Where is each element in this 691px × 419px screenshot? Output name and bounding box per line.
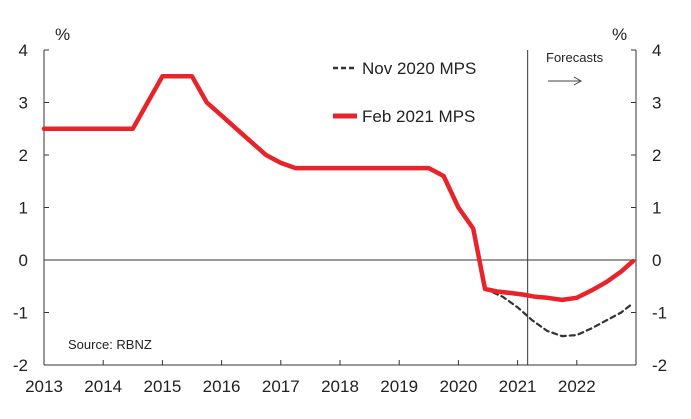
right-axis-unit: % bbox=[612, 25, 627, 44]
y-tick-label-left: 3 bbox=[19, 94, 28, 113]
x-tick-label: 2021 bbox=[499, 377, 537, 396]
series-layer bbox=[41, 74, 636, 338]
y-tick-label-left: 4 bbox=[19, 41, 28, 60]
y-tick-label-right: 3 bbox=[652, 94, 661, 113]
y-tick-label-right: -2 bbox=[652, 356, 667, 375]
x-tick-label: 2014 bbox=[84, 377, 122, 396]
y-tick-label-right: -1 bbox=[652, 304, 667, 323]
forecasts-label: Forecasts bbox=[546, 50, 604, 65]
y-tick-label-right: 1 bbox=[652, 199, 661, 218]
x-tick-label: 2016 bbox=[203, 377, 241, 396]
legend-label-nov-2020: Nov 2020 MPS bbox=[362, 59, 476, 78]
y-tick-label-left: -1 bbox=[13, 304, 28, 323]
y-tick-label-right: 4 bbox=[652, 41, 661, 60]
source-note: Source: RBNZ bbox=[68, 337, 152, 352]
forecast-arrow-icon bbox=[548, 76, 583, 86]
x-tick-label: 2018 bbox=[321, 377, 359, 396]
x-tick-label: 2020 bbox=[439, 377, 477, 396]
y-tick-label-left: 0 bbox=[19, 251, 28, 270]
x-tick-label: 2017 bbox=[262, 377, 300, 396]
y-tick-label-left: 2 bbox=[19, 146, 28, 165]
series-line-nov-2020-mps bbox=[483, 287, 635, 338]
y-tick-label-left: -2 bbox=[13, 356, 28, 375]
y-tick-label-left: 1 bbox=[19, 199, 28, 218]
legend: Nov 2020 MPS Feb 2021 MPS bbox=[333, 59, 476, 126]
x-tick-label: 2022 bbox=[558, 377, 596, 396]
legend-label-feb-2021: Feb 2021 MPS bbox=[362, 107, 475, 126]
y-tick-label-right: 0 bbox=[652, 251, 661, 270]
labels-layer: -2 -2 -1 -1 0 0 1 1 2 2 3 3 4 4 2013 2014 2015 2016 2017 20… bbox=[13, 41, 667, 396]
series-line-feb-2021-mps bbox=[41, 74, 636, 303]
axes-layer bbox=[43, 49, 637, 366]
left-axis-unit: % bbox=[55, 25, 70, 44]
x-tick-label: 2013 bbox=[25, 377, 63, 396]
x-tick-label: 2015 bbox=[143, 377, 181, 396]
x-tick-label: 2019 bbox=[380, 377, 418, 396]
y-tick-label-right: 2 bbox=[652, 146, 661, 165]
